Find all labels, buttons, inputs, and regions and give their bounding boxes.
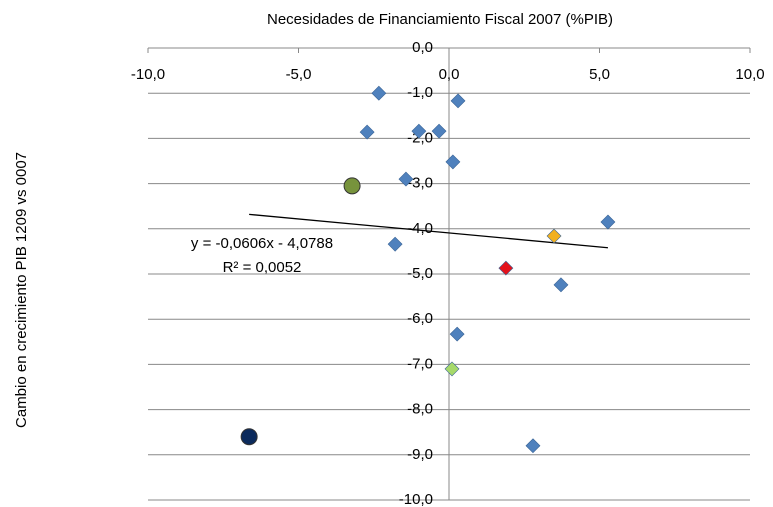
point [343,177,361,195]
y-tick-label: -4,0 [407,220,433,237]
point [525,438,541,454]
x-tick-label: 10,0 [735,66,764,83]
y-tick-label: -9,0 [407,446,433,463]
y-tick-label: 0,0 [412,39,433,56]
point [498,260,514,276]
y-tick-label: -10,0 [399,491,433,507]
point [600,214,616,230]
point [411,123,427,139]
y-tick-label: -2,0 [407,129,433,146]
y-tick-label: -8,0 [407,401,433,418]
x-tick-label: 5,0 [589,66,610,83]
point [445,154,461,170]
y-tick-label: -1,0 [407,84,433,101]
trendline-equation: y = -0,0606x - 4,0788 [191,235,333,252]
point [240,428,258,446]
x-tick-label: 0,0 [439,66,460,83]
point [387,236,403,252]
point [546,228,562,244]
point [398,171,414,187]
chart-title: Necesidades de Financiamiento Fiscal 200… [267,11,613,28]
trendline [249,213,608,249]
y-tick-label: -5,0 [407,265,433,282]
y-tick-label: -6,0 [407,310,433,327]
x-tick-label: -5,0 [286,66,312,83]
point [553,277,569,293]
point [431,123,447,139]
point [371,85,387,101]
point [449,326,465,342]
y-tick-label: -3,0 [407,175,433,192]
trendline-r2: R² = 0,0052 [223,259,302,276]
point [359,124,375,140]
y-axis-label: Cambio en crecimiento PIB 1209 vs 0007 [13,152,30,428]
y-tick-label: -7,0 [407,355,433,372]
point [450,93,466,109]
point [444,361,460,377]
x-tick-label: -10,0 [131,66,165,83]
